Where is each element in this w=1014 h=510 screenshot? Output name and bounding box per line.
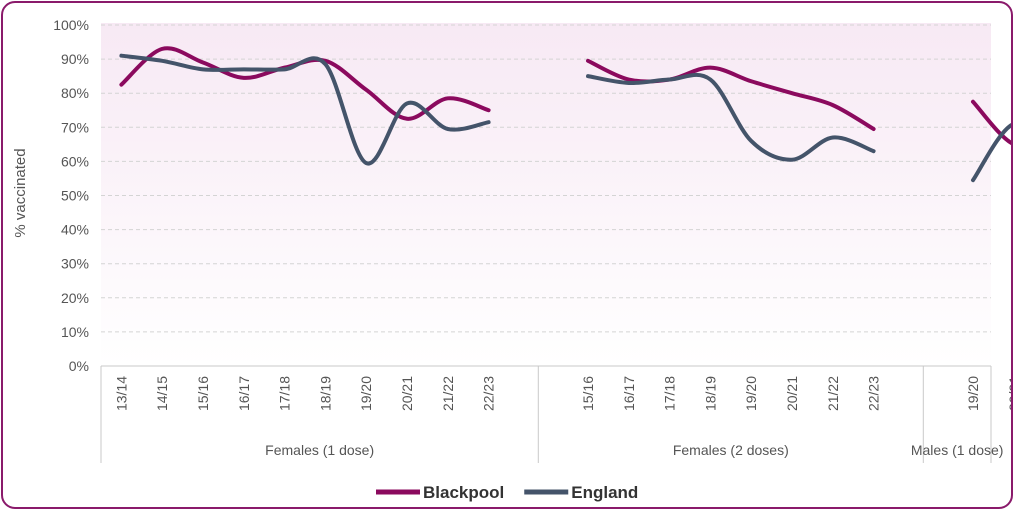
y-tick-label: 100% xyxy=(53,17,89,33)
y-tick-label: 10% xyxy=(61,324,89,340)
x-tick-label: 14/15 xyxy=(154,376,170,411)
group-label: Males (1 dose) xyxy=(911,442,1004,458)
x-tick-label: 19/20 xyxy=(358,376,374,411)
plot-background xyxy=(101,23,991,366)
series-line-england xyxy=(586,72,876,162)
y-tick-label: 60% xyxy=(61,153,89,169)
y-tick-label: 50% xyxy=(61,188,89,204)
y-tick-label: 30% xyxy=(61,256,89,272)
y-tick-label: 90% xyxy=(61,51,89,67)
series-line-england xyxy=(971,123,1011,183)
y-tick-label: 40% xyxy=(61,222,89,238)
x-tick-label: 18/19 xyxy=(317,376,333,411)
x-tick-label: 20/21 xyxy=(399,376,415,411)
x-tick-label: 18/19 xyxy=(702,376,718,411)
series-line-blackpool xyxy=(971,99,1011,145)
x-tick-label: 22/23 xyxy=(866,376,882,411)
series-line-blackpool xyxy=(586,58,876,132)
y-tick-label: 0% xyxy=(69,358,89,374)
y-tick-label: 70% xyxy=(61,119,89,135)
x-tick-label: 16/17 xyxy=(621,376,637,411)
x-tick-label: 19/20 xyxy=(965,376,981,411)
legend-label-blackpool: Blackpool xyxy=(423,483,504,502)
group-label: Females (2 doses) xyxy=(673,442,789,458)
x-tick-label: 21/22 xyxy=(440,376,456,411)
x-tick-label: 13/14 xyxy=(113,376,129,411)
x-tick-label: 17/18 xyxy=(662,376,678,411)
x-tick-label: 15/16 xyxy=(580,376,596,411)
x-tick-label: 21/22 xyxy=(825,376,841,411)
x-tick-label: 20/21 xyxy=(1006,376,1011,411)
x-tick-label: 15/16 xyxy=(195,376,211,411)
y-tick-label: 20% xyxy=(61,290,89,306)
y-tick-label: 80% xyxy=(61,85,89,101)
series-line-england xyxy=(119,53,491,166)
x-tick-label: 17/18 xyxy=(277,376,293,411)
legend-label-england: England xyxy=(571,483,638,502)
y-axis-label: % vaccinated xyxy=(12,148,29,237)
x-tick-label: 22/23 xyxy=(481,376,497,411)
line-chart: 0% 10% 20% 30% 40% 50% 60% 70% 80% 90% 100% % vacc… xyxy=(12,17,1011,502)
x-tick-label: 19/20 xyxy=(743,376,759,411)
x-tick-label: 20/21 xyxy=(784,376,800,411)
x-tick-label: 16/17 xyxy=(236,376,252,411)
group-label: Females (1 dose) xyxy=(265,442,374,458)
